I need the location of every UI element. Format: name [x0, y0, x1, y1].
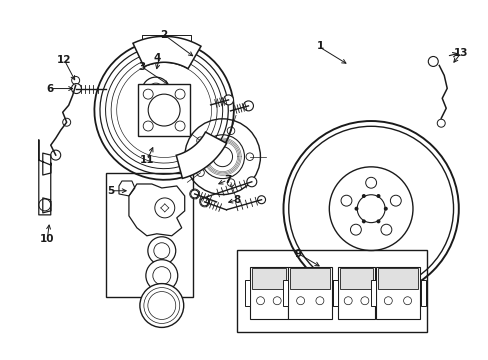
Text: 4: 4	[153, 53, 160, 63]
Circle shape	[200, 198, 208, 206]
Circle shape	[145, 260, 177, 292]
Text: 1: 1	[316, 41, 323, 50]
Bar	[244, 280, 249, 306]
Bar	[332, 280, 337, 306]
Bar	[288, 267, 331, 319]
Circle shape	[71, 84, 81, 94]
Circle shape	[142, 77, 169, 105]
Circle shape	[223, 95, 233, 105]
Bar	[339, 268, 373, 289]
Circle shape	[140, 284, 183, 328]
Bar	[370, 280, 375, 306]
Bar	[251, 268, 285, 289]
Text: 2: 2	[160, 30, 167, 40]
Text: 5: 5	[107, 186, 114, 196]
Bar	[138, 84, 190, 136]
Bar	[376, 280, 381, 306]
Bar	[105, 173, 193, 297]
Circle shape	[190, 190, 198, 198]
Circle shape	[51, 150, 61, 160]
Circle shape	[376, 219, 380, 223]
Circle shape	[257, 196, 265, 204]
Bar	[420, 280, 425, 306]
Text: 9: 9	[294, 248, 301, 258]
Polygon shape	[133, 36, 201, 69]
Circle shape	[354, 207, 358, 211]
Circle shape	[361, 194, 365, 198]
Bar	[290, 268, 329, 289]
Bar	[288, 280, 293, 306]
Circle shape	[147, 237, 175, 265]
Polygon shape	[176, 132, 226, 179]
Circle shape	[383, 207, 387, 211]
Circle shape	[361, 219, 365, 223]
Text: 13: 13	[453, 48, 468, 58]
Bar	[337, 267, 375, 319]
Text: 10: 10	[40, 234, 54, 244]
Text: 8: 8	[233, 195, 240, 205]
Bar	[375, 267, 419, 319]
Text: 6: 6	[46, 84, 53, 94]
Bar	[237, 250, 427, 332]
Text: 7: 7	[224, 175, 231, 185]
Circle shape	[246, 177, 256, 187]
Bar	[283, 280, 288, 306]
Text: 12: 12	[57, 55, 71, 65]
Bar	[377, 268, 417, 289]
Circle shape	[376, 194, 380, 198]
Text: 3: 3	[138, 62, 145, 72]
Circle shape	[243, 101, 253, 111]
Text: 11: 11	[140, 155, 154, 165]
Bar	[332, 280, 338, 306]
Circle shape	[148, 94, 180, 126]
Bar	[249, 267, 287, 319]
